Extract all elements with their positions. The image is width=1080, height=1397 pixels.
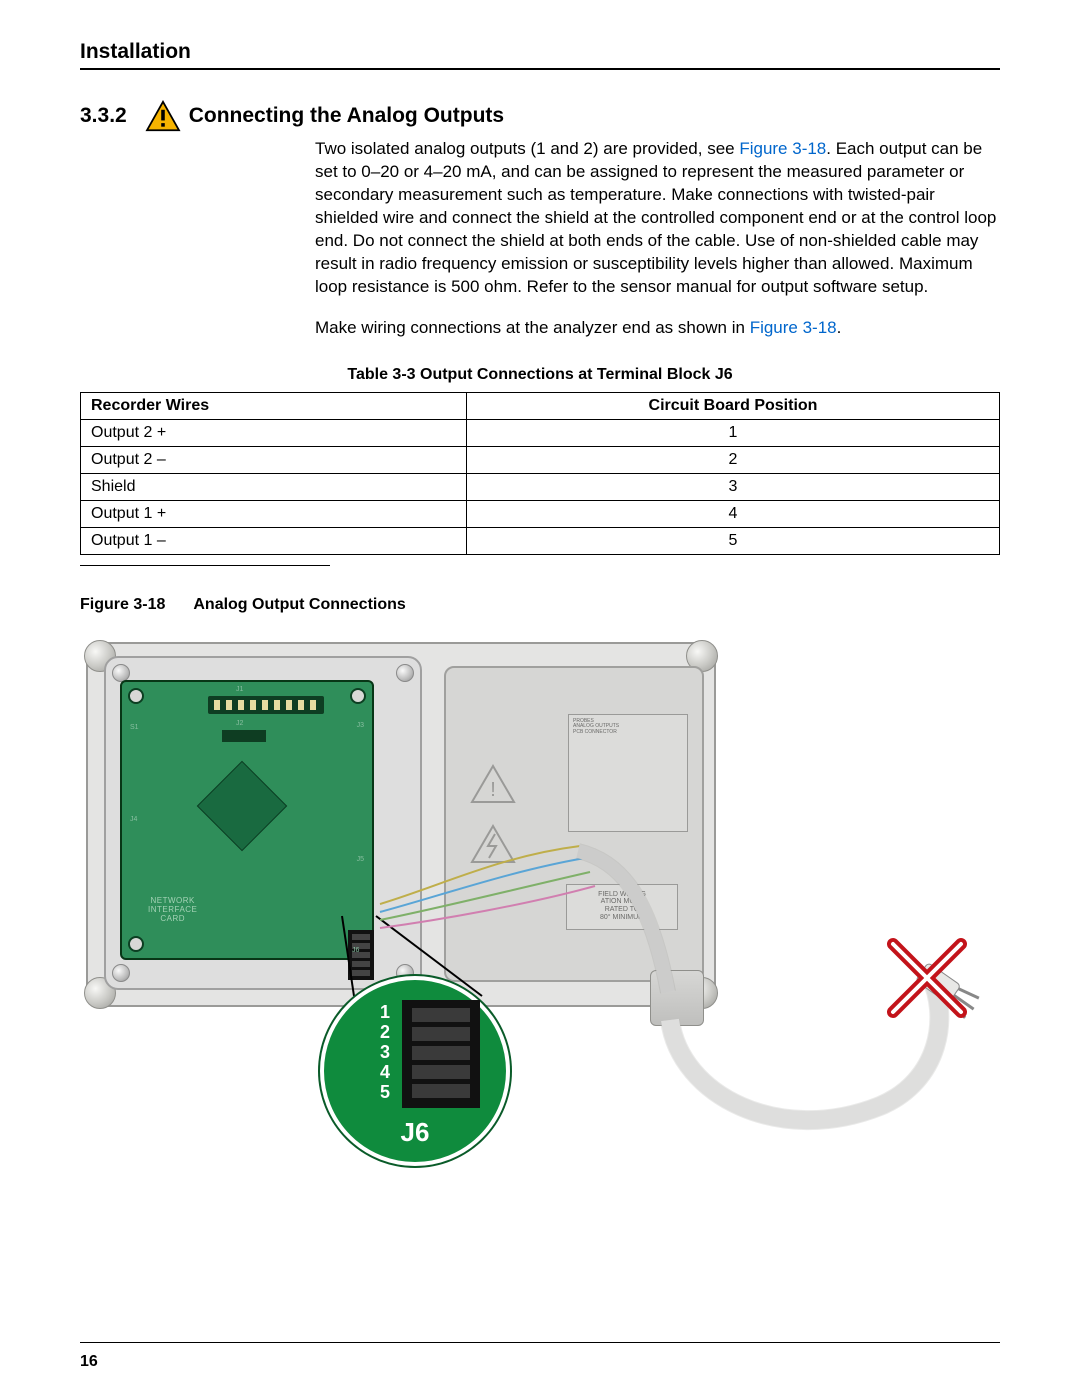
small-connector	[222, 730, 266, 742]
figure-analog-output-connections: NETWORK INTERFACE CARD J1 J2 J3 J4 J5 S1…	[80, 636, 995, 1196]
table-row: Output 2 –2	[81, 446, 1000, 473]
figure-rule	[80, 565, 330, 566]
figure-number: Figure 3-18	[80, 596, 165, 613]
screw-icon	[112, 664, 130, 682]
enclosure: NETWORK INTERFACE CARD J1 J2 J3 J4 J5 S1…	[86, 642, 716, 1007]
table-row: Shield3	[81, 473, 1000, 500]
pinout-label-panel: PROBES ANALOG OUTPUTS PCB CONNECTOR	[568, 714, 688, 832]
plug-not-allowed-icon	[875, 926, 995, 1046]
table-row: Output 1 +4	[81, 500, 1000, 527]
lid: NETWORK INTERFACE CARD J1 J2 J3 J4 J5 S1…	[104, 656, 422, 990]
base-compartment: ! PROBES ANALOG OUTPUTS PCB CONNECTOR FI…	[444, 666, 704, 982]
ref-j4: J4	[130, 816, 137, 823]
svg-text:!: !	[490, 779, 496, 801]
text: Make wiring connections at the analyzer …	[315, 318, 750, 337]
warning-icon	[145, 100, 181, 132]
table-row: Output 1 –5	[81, 527, 1000, 554]
hazard-icon: !	[470, 764, 516, 804]
output-connections-table: Recorder Wires Circuit Board Position Ou…	[80, 392, 1000, 555]
pcb-network-label: NETWORK INTERFACE CARD	[148, 897, 197, 923]
pcb-hole	[128, 936, 144, 952]
zoom-block-label: J6	[324, 1117, 506, 1148]
col-circuit-board-position: Circuit Board Position	[466, 392, 999, 419]
chip-icon	[197, 760, 288, 851]
field-wiring-label: FIELD WIRING ATION MUST RATED TO 80° MIN…	[566, 884, 678, 930]
figure-link[interactable]: Figure 3-18	[739, 139, 826, 158]
screw-icon	[396, 664, 414, 682]
terminal-block	[402, 1000, 480, 1108]
ref-j2: J2	[236, 720, 243, 727]
section-title: Connecting the Analog Outputs	[189, 104, 504, 128]
figure-link[interactable]: Figure 3-18	[750, 318, 837, 337]
figure-title: Analog Output Connections	[193, 596, 405, 613]
figure-caption: Figure 3-18 Analog Output Connections	[80, 596, 1000, 614]
page-number: 16	[80, 1353, 98, 1371]
ref-j3: J3	[357, 722, 364, 729]
ref-s1: S1	[130, 724, 139, 731]
ref-j1: J1	[236, 686, 243, 693]
ref-j6: J6	[352, 947, 359, 954]
header-connector	[208, 696, 324, 714]
section-number: 3.3.2	[80, 104, 127, 128]
terminal-numbers: 1 2 3 4 5	[380, 1002, 390, 1102]
pcb-hole	[128, 688, 144, 704]
cable-gland	[650, 970, 704, 1026]
pcb: NETWORK INTERFACE CARD J1 J2 J3 J4 J5 S1…	[120, 680, 374, 960]
terminal-j6-zoom: 1 2 3 4 5 J6	[320, 976, 510, 1166]
body-paragraph-2: Make wiring connections at the analyzer …	[315, 317, 1000, 340]
col-recorder-wires: Recorder Wires	[81, 392, 467, 419]
screw-icon	[112, 964, 130, 982]
text: . Each output can be set to 0–20 or 4–20…	[315, 139, 996, 296]
table-header-row: Recorder Wires Circuit Board Position	[81, 392, 1000, 419]
body-paragraph-1: Two isolated analog outputs (1 and 2) ar…	[315, 138, 1000, 299]
table-row: Output 2 +1	[81, 419, 1000, 446]
section-heading: 3.3.2 Connecting the Analog Outputs	[80, 100, 1000, 132]
table-caption: Table 3-3 Output Connections at Terminal…	[80, 366, 1000, 384]
terminal-j6-small	[348, 930, 374, 980]
hazard-shock-icon	[470, 824, 516, 864]
footer-rule	[80, 1342, 1000, 1343]
page-title: Installation	[80, 40, 1000, 70]
pcb-hole	[350, 688, 366, 704]
text: .	[837, 318, 842, 337]
ref-j5: J5	[357, 856, 364, 863]
text: Two isolated analog outputs (1 and 2) ar…	[315, 139, 739, 158]
